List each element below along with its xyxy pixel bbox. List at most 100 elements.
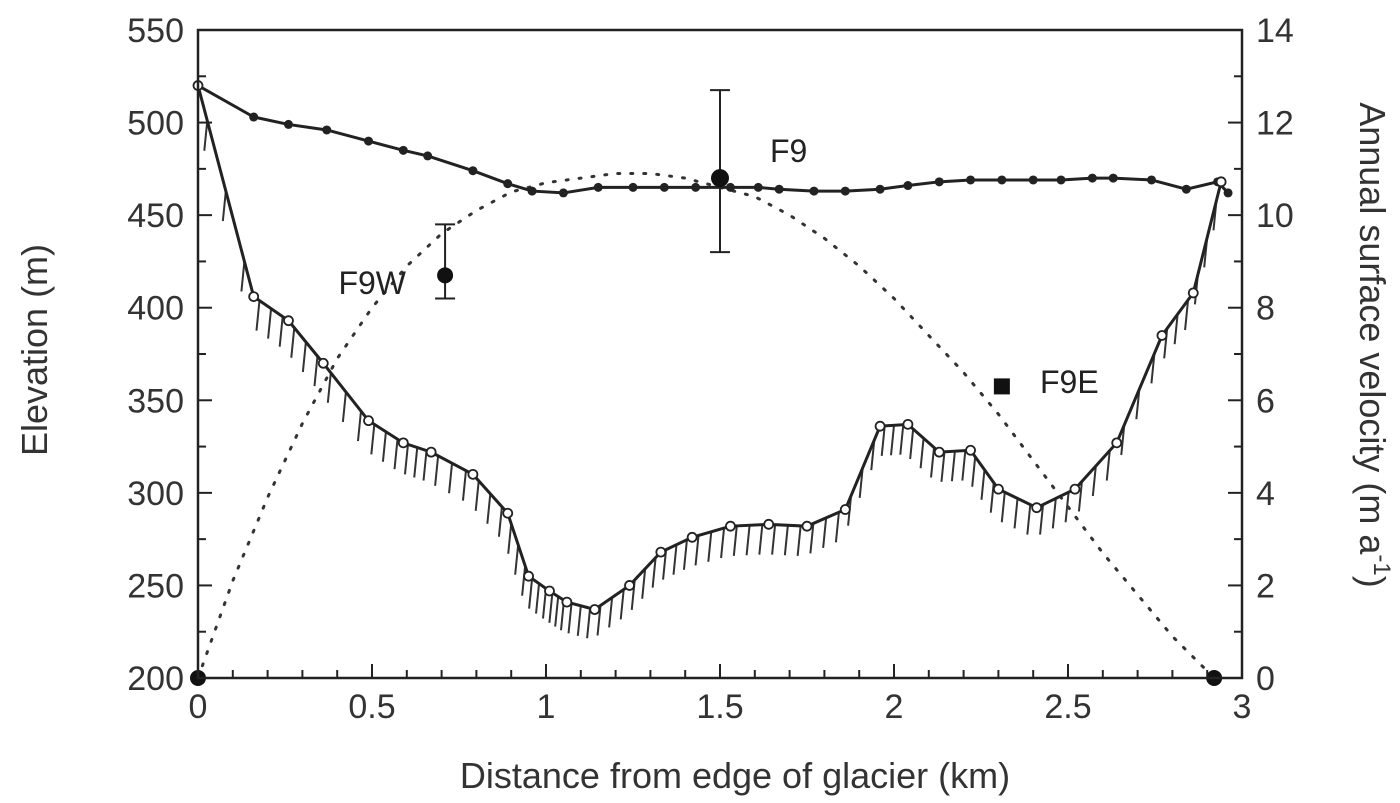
label-F9: F9 xyxy=(770,133,807,169)
bed-elevation-point xyxy=(425,446,437,458)
bed-hatch-mark xyxy=(1039,504,1045,535)
bed-hatch-mark xyxy=(278,316,284,347)
y-tick-label: 300 xyxy=(127,475,184,513)
bed-hatch-mark xyxy=(651,557,657,588)
y-tick-label: 450 xyxy=(127,197,184,235)
bed-hatch-mark xyxy=(1173,314,1179,345)
bed-hatch-mark xyxy=(1091,465,1097,497)
x-tick-label: 0 xyxy=(189,688,208,726)
y2-axis-title-main: Annual surface velocity (m a xyxy=(1352,102,1393,555)
bed-elevation-point xyxy=(725,520,736,532)
bed-hatch-mark xyxy=(899,424,905,455)
bed-hatch-mark xyxy=(809,523,815,554)
bed-elevation-point xyxy=(317,357,329,369)
surface-elevation-point xyxy=(364,136,374,146)
bed-hatch-mark xyxy=(732,525,738,556)
bed-hatch-mark xyxy=(682,539,688,570)
bed-hatch-mark xyxy=(434,455,440,486)
bed-hatch-mark xyxy=(1013,498,1019,529)
bed-elevation-point xyxy=(523,570,534,582)
bed-elevation-point xyxy=(993,483,1004,495)
point-annotations: F9W F9 F9E xyxy=(338,133,1098,400)
bed-elevation-point xyxy=(544,585,555,597)
bed-elevation-point xyxy=(686,531,698,543)
bed-hatch-mark xyxy=(834,512,840,543)
y2-tick-label: 12 xyxy=(1256,105,1294,143)
bed-hatch-mark xyxy=(919,438,925,469)
bed-hatch-mark xyxy=(1000,492,1006,523)
surface-elevation-point xyxy=(691,182,701,192)
bed-elevation-point xyxy=(1069,483,1081,495)
x-axis-title: Distance from edge of glacier (km) xyxy=(460,755,1010,796)
bed-hatch-mark xyxy=(486,493,492,524)
x-tick-label: 2.5 xyxy=(1044,688,1091,726)
y2-tick-label: 6 xyxy=(1256,382,1275,420)
bed-hatch-mark xyxy=(535,583,541,614)
bed-elevation-point xyxy=(801,520,813,532)
bed-hatch-mark xyxy=(370,424,376,455)
bed-elevation-point xyxy=(589,604,601,615)
bed-hatch-mark xyxy=(313,356,319,387)
bed-hatch-mark xyxy=(950,451,956,482)
bed-hatch-mark xyxy=(930,447,936,478)
surface-elevation-point xyxy=(283,119,293,129)
bed-hatch-mark xyxy=(413,447,419,478)
y-tick-label: 500 xyxy=(127,105,184,143)
bed-hatch-mark xyxy=(1105,450,1111,481)
bed-hatch-mark xyxy=(961,450,967,481)
velocity-profile-series xyxy=(196,171,1216,680)
surface-elevation-point xyxy=(628,182,638,192)
bed-hatch-mark xyxy=(221,190,227,222)
bed-hatch-mark xyxy=(1077,481,1083,512)
y2-axis-title: Annual surface velocity (m a-1) xyxy=(1352,102,1395,588)
bed-hatch-mark xyxy=(796,525,802,556)
bed-hatching xyxy=(203,120,1218,639)
surface-elevation-point xyxy=(1028,175,1038,185)
bed-hatch-mark xyxy=(393,439,399,470)
bed-hatch-mark xyxy=(980,469,986,500)
y2-tick-label: 14 xyxy=(1256,12,1294,50)
bed-hatch-mark xyxy=(528,578,534,609)
bed-hatch-mark xyxy=(822,517,828,548)
bed-elevation-point xyxy=(902,418,914,430)
bed-hatch-mark xyxy=(267,308,273,339)
bed-elevation-point xyxy=(1156,330,1168,341)
surface-elevation-point xyxy=(659,182,669,192)
surface-elevation-point xyxy=(1087,173,1097,183)
bed-hatch-mark xyxy=(203,120,209,151)
surface-elevation-point xyxy=(934,177,944,187)
bed-elevation-point xyxy=(965,444,976,456)
y-tick-label: 550 xyxy=(127,12,184,50)
bed-hatch-mark xyxy=(448,463,454,494)
bed-hatch-mark xyxy=(745,525,751,556)
surface-elevation-point xyxy=(997,175,1007,185)
bed-hatch-mark xyxy=(474,480,480,511)
bed-hatch-mark xyxy=(255,300,261,331)
velocity-profile-line xyxy=(196,171,1216,680)
bed-hatch-mark xyxy=(783,525,789,556)
surface-elevation-point xyxy=(593,182,603,192)
bed-hatch-mark xyxy=(521,565,527,596)
bed-elevation-point xyxy=(467,468,479,480)
bed-hatch-mark xyxy=(707,531,713,562)
elevation-series xyxy=(196,84,1230,612)
y-tick-label: 200 xyxy=(127,660,184,698)
x-tick-label: 1.5 xyxy=(696,688,743,726)
bed-hatch-mark xyxy=(290,327,296,358)
y-tick-label: 400 xyxy=(127,290,184,328)
x-tick-label: 2 xyxy=(885,688,904,726)
bed-hatch-mark xyxy=(403,444,409,475)
bed-hatch-mark xyxy=(672,544,678,575)
y2-tick-label: 8 xyxy=(1256,290,1275,328)
surface-elevation-point xyxy=(558,188,568,198)
bed-hatch-mark xyxy=(890,425,895,456)
bed-hatch-mark xyxy=(422,450,428,481)
plot-axes xyxy=(196,28,1244,680)
bed-elevation-point xyxy=(655,546,667,558)
bed-hatch-mark xyxy=(341,391,347,423)
y2-axis-title-exponent: -1 xyxy=(1368,554,1395,575)
bed-hatch-mark xyxy=(909,428,915,460)
velocity-point xyxy=(437,267,454,284)
bed-hatch-mark xyxy=(720,527,726,559)
